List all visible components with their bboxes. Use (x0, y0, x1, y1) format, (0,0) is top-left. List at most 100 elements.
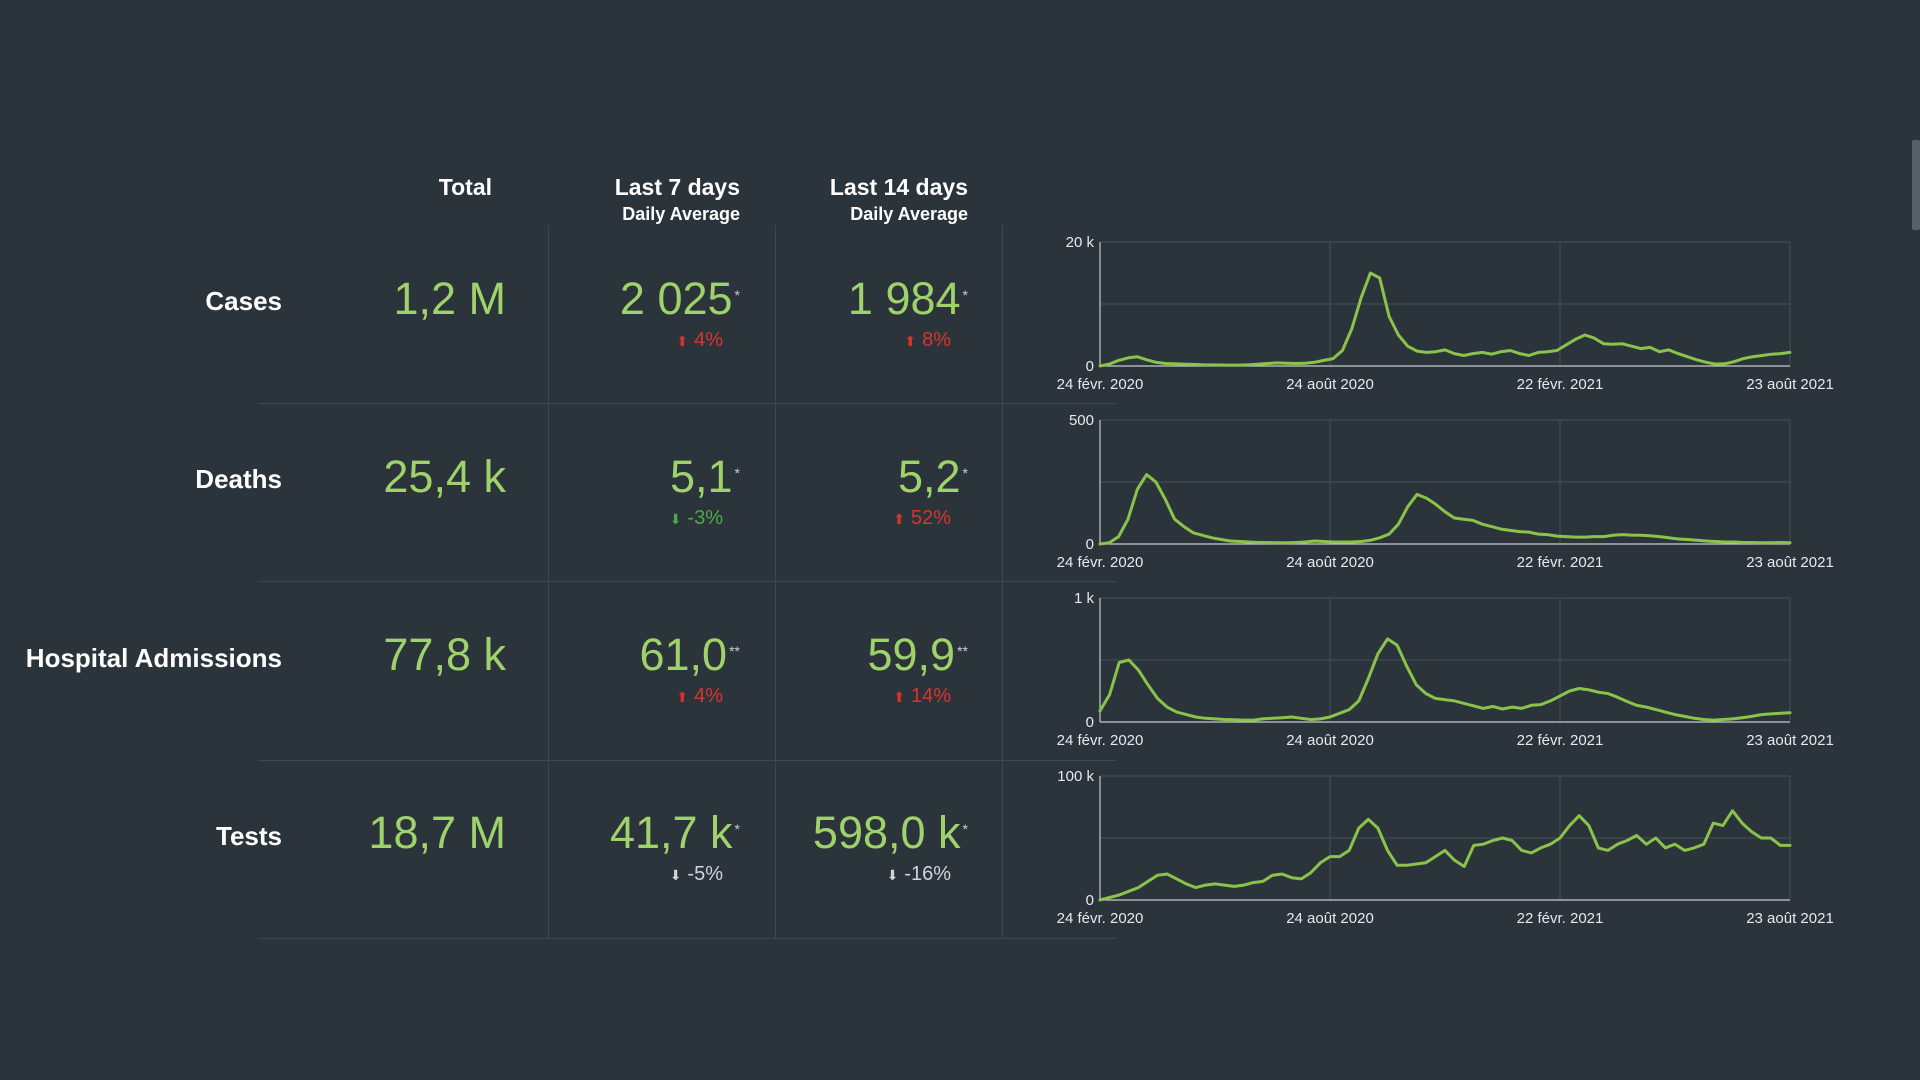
x-tick-label: 22 févr. 2021 (1517, 554, 1604, 571)
arrow-down-icon: ⬇ (669, 511, 682, 527)
y-tick-label: 20 k (1066, 234, 1095, 251)
header-last7: Last 7 days Daily Average (560, 172, 740, 226)
last7-number: 2 025 (619, 273, 733, 324)
last14-change: ⬇ -16% (788, 862, 951, 887)
header-last7-sub: Daily Average (622, 204, 740, 224)
y-tick-label: 0 (1086, 714, 1094, 731)
last7-change-value: -5% (687, 863, 723, 885)
last7-value: 5,1 * (560, 450, 740, 504)
x-tick-label: 23 août 2021 (1746, 910, 1834, 927)
x-tick-label: 24 août 2020 (1286, 554, 1374, 571)
row-divider (258, 760, 1116, 761)
footnote-mark: ** (729, 643, 740, 659)
row-label: Tests (216, 821, 282, 851)
scrollbar[interactable] (1912, 140, 1920, 230)
arrow-down-icon: ⬇ (669, 867, 682, 883)
last7-change: ⬆ 4% (560, 328, 723, 353)
last7-change-value: 4% (694, 685, 723, 707)
last14-change-value: -16% (904, 863, 951, 885)
total-value: 77,8 k (383, 629, 506, 680)
x-tick-label: 24 août 2020 (1286, 910, 1374, 927)
row-label: Deaths (195, 464, 282, 494)
y-tick-label: 0 (1086, 892, 1094, 909)
arrow-down-icon: ⬇ (886, 867, 899, 883)
series-line (1098, 637, 1792, 722)
last14-change-value: 52% (910, 507, 951, 529)
footnote-mark: * (734, 465, 740, 481)
last14-value: 5,2 * (788, 450, 968, 504)
total-value: 18,7 M (368, 807, 506, 858)
x-tick-label: 22 févr. 2021 (1517, 910, 1604, 927)
x-tick-label: 24 févr. 2020 (1057, 732, 1144, 749)
row-label: Cases (205, 286, 282, 316)
footnote-mark: * (734, 287, 740, 303)
y-tick-label: 500 (1069, 412, 1094, 429)
last7-change: ⬇ -5% (560, 862, 723, 887)
last14-change-value: 14% (910, 685, 951, 707)
last7-change-value: -3% (687, 507, 723, 529)
last7-value: 2 025 * (560, 272, 740, 326)
last14-change-value: 8% (922, 329, 951, 351)
row-divider (258, 581, 1116, 582)
arrow-up-icon: ⬆ (893, 689, 905, 705)
x-tick-label: 24 févr. 2020 (1057, 554, 1144, 571)
row-divider (258, 403, 1116, 404)
deaths-chart[interactable]: 500 024 févr. 2020 24 août 2020 22 févr. 20… (1040, 406, 1850, 576)
last14-number: 5,2 (897, 451, 961, 502)
x-tick-label: 24 févr. 2020 (1057, 910, 1144, 927)
header-last7-label: Last 7 days (614, 174, 740, 200)
x-tick-label: 22 févr. 2021 (1517, 376, 1604, 393)
total-value: 25,4 k (383, 451, 506, 502)
header-last14: Last 14 days Daily Average (788, 172, 968, 226)
footnote-mark: * (962, 287, 968, 303)
series-line (1098, 809, 1792, 902)
series-line (1098, 271, 1792, 368)
series-line (1098, 473, 1792, 546)
last7-value: 41,7 k * (560, 806, 740, 860)
header-last14-label: Last 14 days (829, 174, 968, 200)
y-tick-label: 0 (1086, 536, 1094, 553)
header-last14-sub: Daily Average (850, 204, 968, 224)
x-tick-label: 23 août 2021 (1746, 376, 1834, 393)
x-tick-label: 24 août 2020 (1286, 732, 1374, 749)
last14-number: 598,0 k (812, 807, 961, 858)
arrow-up-icon: ⬆ (904, 333, 917, 349)
footnote-mark: * (734, 821, 740, 837)
column-divider (548, 225, 549, 939)
last7-change-value: 4% (694, 329, 723, 351)
y-tick-label: 0 (1086, 358, 1094, 375)
x-tick-label: 23 août 2021 (1746, 554, 1834, 571)
column-divider (1002, 225, 1003, 939)
last7-number: 5,1 (669, 451, 733, 502)
arrow-up-icon: ⬆ (676, 333, 689, 349)
row-label: Hospital Admissions (25, 643, 282, 673)
last14-value: 59,9 ** (788, 628, 969, 682)
arrow-up-icon: ⬆ (676, 689, 689, 705)
header-total: Total (400, 172, 492, 202)
last7-change: ⬇ -3% (560, 506, 723, 531)
row-divider (258, 938, 1116, 939)
y-tick-label: 1 k (1074, 590, 1095, 607)
x-tick-label: 23 août 2021 (1746, 732, 1834, 749)
y-tick-label: 100 k (1057, 768, 1094, 785)
last7-number: 41,7 k (609, 807, 733, 858)
hospital-admissions-chart[interactable]: 1 k 024 févr. 2020 24 août 2020 22 févr. 20… (1040, 584, 1850, 754)
x-tick-label: 24 août 2020 (1286, 376, 1374, 393)
footnote-mark: * (962, 465, 968, 481)
x-tick-label: 22 févr. 2021 (1517, 732, 1604, 749)
x-tick-label: 24 févr. 2020 (1057, 376, 1144, 393)
last14-change: ⬆ 52% (788, 506, 951, 531)
footnote-mark: ** (957, 643, 968, 659)
footnote-mark: * (962, 821, 968, 837)
column-divider (775, 225, 776, 939)
last14-change: ⬆ 14% (788, 684, 951, 709)
total-value: 1,2 M (393, 273, 506, 324)
header-total-label: Total (438, 174, 492, 200)
last14-number: 59,9 (867, 629, 956, 680)
arrow-up-icon: ⬆ (893, 511, 905, 527)
tests-chart[interactable]: 100 k 024 févr. 2020 24 août 2020 22 févr. … (1040, 762, 1850, 932)
cases-chart[interactable]: 20 k 024 févr. 2020 24 août 2020 22 févr. 2… (1040, 228, 1850, 398)
last14-value: 598,0 k * (788, 806, 968, 860)
last14-number: 1 984 (847, 273, 961, 324)
last14-value: 1 984 * (788, 272, 968, 326)
